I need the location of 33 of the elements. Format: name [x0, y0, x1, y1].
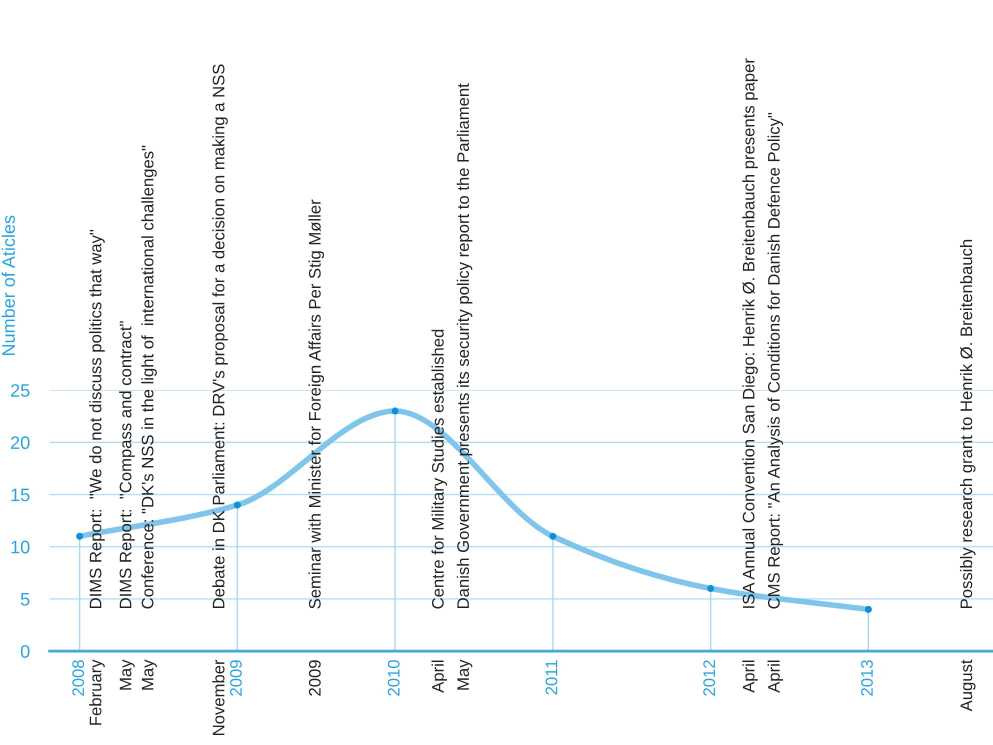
x-tick-label: February — [89, 659, 105, 725]
annotation: CMS Report: "An Analysis of Conditions for Danish Defence Policy" — [768, 112, 784, 609]
annotation: Debate in DK Parliament: DRV's proposal for a decision on making a NSS — [212, 64, 228, 608]
annotation: Centre for Military Studies established — [432, 330, 448, 609]
x-tick-label: 2013 — [861, 660, 873, 696]
x-tick-label: May — [457, 659, 472, 690]
x-tick-label: November — [212, 660, 224, 735]
y-tick-label: 10 — [12, 540, 30, 554]
annotation: DIMS Report: "Compass and contract" — [119, 321, 135, 608]
x-tick-label: 2008 — [72, 660, 84, 696]
x-tick-label: April — [742, 660, 758, 693]
annotation: ISA Annual Convention San Diego: Henrik Ø. Breitenbauch presents paper — [742, 58, 758, 608]
x-tick-label: 2009 — [230, 660, 242, 696]
x-tick-label: April — [432, 660, 448, 693]
x-tick-label: 2012 — [703, 660, 716, 696]
y-axis-title: Number of Aticles — [2, 216, 15, 356]
x-tick-label: 2010 — [388, 660, 400, 696]
x-tick-label: 2011 — [546, 660, 558, 694]
annotation: Possibly research grant to Henrik Ø. Breitenbauch — [960, 240, 976, 608]
annotation: Conference: "DK's NSS in the light of international challenges" — [141, 146, 157, 609]
y-tick-label: 0 — [20, 645, 30, 658]
annotation: Danish Government presents its security policy report to the Parliament — [456, 83, 472, 608]
annotation: Seminar with Minister for Foreign Affairs Per Stig Møller — [308, 200, 324, 609]
y-tick-label: 20 — [11, 436, 30, 450]
x-tick-label: May — [120, 659, 135, 690]
y-tick-label: 25 — [11, 384, 30, 397]
x-tick-label: May — [142, 659, 157, 690]
y-tick-label: 5 — [20, 593, 30, 606]
annotation: DIMS Report: "We do not discuss politics that way" — [89, 230, 105, 608]
x-tick-label: August — [960, 660, 976, 712]
y-tick-label: 15 — [12, 488, 30, 502]
x-tick-label: 2009 — [308, 660, 321, 696]
x-tick-label: April — [768, 660, 784, 693]
